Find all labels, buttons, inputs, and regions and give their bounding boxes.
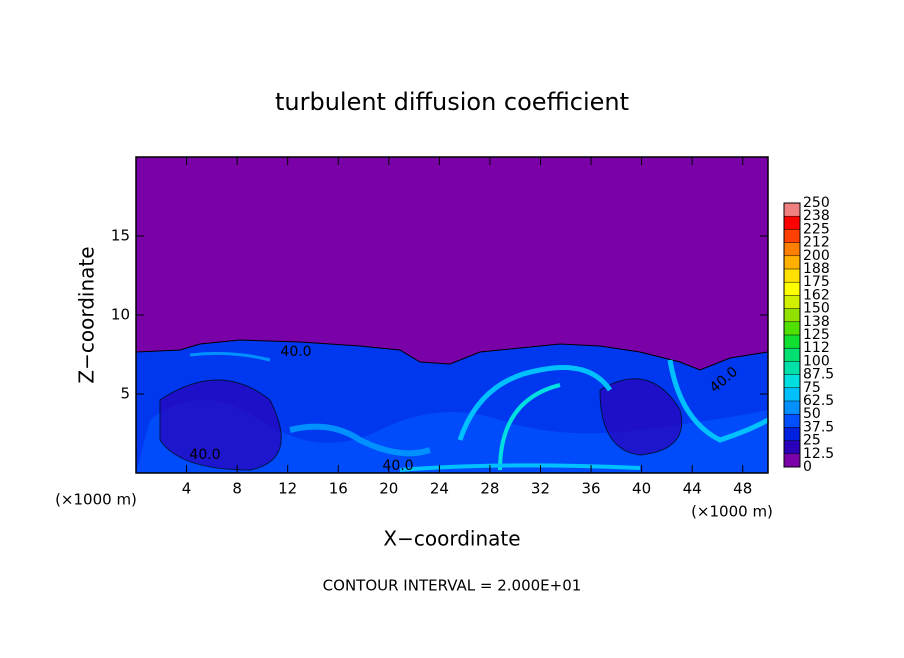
x-tick-label: 36 (581, 480, 600, 498)
colorbar-label: 50 (803, 406, 821, 422)
colorbar-label: 37.5 (803, 419, 834, 435)
colorbar-label: 125 (803, 327, 830, 343)
field-region (159, 379, 282, 471)
colorbar-band (784, 282, 800, 296)
y-tick-label: 5 (120, 385, 130, 403)
colorbar-label: 238 (803, 208, 830, 224)
colorbar-label: 25 (803, 433, 821, 449)
colorbar-band (784, 453, 800, 467)
colorbar-band (784, 414, 800, 428)
x-tick-label: 44 (683, 480, 702, 498)
colorbar-label: 12.5 (803, 446, 834, 462)
x-tick-label: 24 (430, 480, 449, 498)
colorbar-label: 138 (803, 314, 830, 330)
colorbar-band (784, 229, 800, 243)
colorbar-label: 162 (803, 287, 830, 303)
y-axis-label: Z−coordinate (75, 246, 99, 383)
field-streak (189, 351, 271, 362)
x-tick-label: 40 (632, 480, 651, 498)
field-streak (498, 383, 561, 471)
contour-label: 40.0 (280, 344, 311, 360)
x-unit-label: (×1000 m) (55, 491, 137, 509)
colorbar-band (784, 374, 800, 388)
colorbar-band (784, 203, 800, 217)
x-tick-label: 28 (480, 480, 499, 498)
colorbar-label: 200 (803, 248, 830, 264)
colorbar-label: 175 (803, 274, 830, 290)
x-tick-label: 48 (733, 480, 752, 498)
colorbar-label: 62.5 (803, 393, 834, 409)
colorbar-band (784, 348, 800, 362)
colorbar-label: 0 (803, 459, 812, 475)
colorbar-label: 112 (803, 340, 830, 356)
colorbar-label: 212 (803, 235, 830, 251)
x-tick-label: 12 (278, 480, 297, 498)
x-unit-label: (×1000 m) (691, 503, 773, 521)
colorbar-band (784, 427, 800, 441)
colorbar-band (784, 242, 800, 256)
colorbar-label: 250 (803, 195, 830, 211)
contour-label: 40.0 (189, 447, 220, 463)
field-streak (399, 463, 641, 472)
colorbar-label: 100 (803, 353, 830, 369)
colorbar-band (784, 361, 800, 375)
colorbar-band (784, 387, 800, 401)
colorbar-band (784, 321, 800, 335)
colorbar-band (784, 216, 800, 230)
field-streak (667, 359, 770, 443)
x-tick-label: 8 (232, 480, 242, 498)
field (135, 156, 770, 474)
colorbar-band (784, 335, 800, 349)
x-tick-label: 4 (182, 480, 192, 498)
colorbar-band (784, 295, 800, 309)
field-region (599, 378, 683, 456)
x-tick-label: 16 (329, 480, 348, 498)
colorbar-label: 87.5 (803, 367, 834, 383)
field-streak (289, 423, 431, 457)
field-streak (457, 365, 613, 441)
colorbar-label: 150 (803, 301, 830, 317)
chart-title: turbulent diffusion coefficient (275, 88, 629, 116)
note: CONTOUR INTERVAL = 2.000E+01 (323, 577, 582, 595)
colorbar-band (784, 308, 800, 322)
contour-label: 40.0 (382, 458, 413, 474)
colorbar-band (784, 255, 800, 269)
colorbar-band (784, 440, 800, 454)
x-axis-label: X−coordinate (383, 527, 520, 551)
colorbar-label: 75 (803, 380, 821, 396)
x-tick-label: 20 (379, 480, 398, 498)
colorbar-band (784, 401, 800, 415)
x-tick-label: 32 (531, 480, 550, 498)
colorbar-label: 188 (803, 261, 830, 277)
y-tick-label: 15 (111, 227, 130, 245)
colorbar-band (784, 269, 800, 283)
field-region (136, 400, 768, 473)
y-tick-label: 10 (111, 306, 130, 324)
colorbar-label: 225 (803, 221, 830, 237)
